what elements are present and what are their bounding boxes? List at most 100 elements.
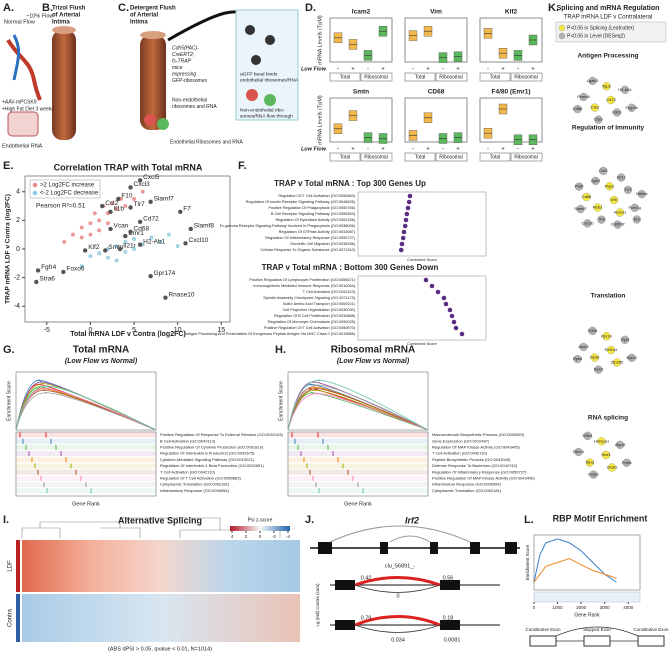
- gene-label: Cxcl10: [189, 237, 209, 244]
- dot: [447, 307, 453, 313]
- gene-point: [100, 203, 105, 209]
- panel-label: I.: [3, 514, 9, 526]
- term-label: Peptide Biosynthetic Process (GO:0043043…: [432, 457, 511, 462]
- term-label: Fc-gamma Receptor Signaling Pathway Invo…: [220, 224, 356, 228]
- dot: [402, 223, 408, 229]
- network-node: [588, 326, 597, 336]
- panel-title: Ribosomal mRNA: [331, 345, 415, 356]
- sign-label: -: [487, 67, 489, 73]
- term-label: Spindle Assembly Checkpoint Signaling (G…: [263, 296, 355, 300]
- rna-label: Endothelial RNA: [2, 143, 43, 149]
- gene-point: [61, 269, 66, 275]
- term-label: Regulation Of Monocyte Chemotaxis (GO:00…: [268, 320, 356, 324]
- low-flow-label: Low Flow: [301, 146, 327, 152]
- nonendo-label: Non-endothelial: [172, 97, 207, 103]
- colorbar: [230, 526, 290, 531]
- network-node: [597, 215, 606, 224]
- point: [92, 211, 97, 216]
- network-node: [589, 470, 598, 479]
- sign-label: +: [351, 67, 355, 73]
- gene-point: [137, 242, 143, 247]
- gene-point: [35, 268, 41, 273]
- mice-label: CreERT2;: [172, 52, 195, 58]
- network-node: [606, 345, 616, 355]
- barcode-row: [288, 488, 428, 494]
- dot: [407, 193, 413, 199]
- term-label: Macromolecule Biosynthetic Process (GO:0…: [432, 432, 525, 437]
- es-peak: [45, 391, 47, 394]
- network-node: [588, 76, 597, 86]
- term-label: B Cell Receptor Signaling Pathway (GO:00…: [271, 212, 356, 216]
- y-axis-label: Enrichment Score: [6, 381, 12, 421]
- term-label: Sulfur Amino Acid Transport (GO:0000101): [283, 302, 356, 306]
- network-node: [606, 95, 616, 105]
- network-node: [590, 353, 599, 362]
- network-node: [591, 176, 600, 186]
- y-tick-label: 4: [16, 189, 20, 196]
- gene-label: Smtn: [108, 244, 124, 251]
- panel-subtitle: TRAP mRNA LDF v Contralateral: [564, 15, 653, 21]
- network-node: [637, 189, 646, 199]
- junction-arc: [329, 525, 471, 543]
- group-label: Total: [340, 74, 351, 80]
- panel-label: B.: [42, 2, 53, 14]
- gene-point: [103, 248, 108, 253]
- term-label: Antigen Processing And Presentation Of E…: [184, 332, 355, 336]
- group-label: Ribosomal: [439, 154, 463, 160]
- network-node: [579, 92, 588, 102]
- x-axis-label: Gene Rank: [344, 501, 372, 507]
- gene-point: [128, 185, 133, 190]
- term-label: T Cell Activation (GO:0042110): [432, 451, 488, 456]
- x-axis-label: Combined Score: [407, 257, 438, 262]
- flow-label: Non-endothelial ribo-: [240, 107, 285, 113]
- junction: [555, 626, 639, 642]
- term-label: Defense Response To Bacterium (GO:004274…: [432, 463, 518, 468]
- y-tick-label: -4: [14, 303, 20, 310]
- legend-box: [555, 21, 667, 43]
- dot: [403, 217, 409, 223]
- vessel-illustration: [12, 34, 21, 81]
- gene-label: Ccl2: [105, 200, 118, 207]
- term-label: Regulation Of Interleukin-1 Beta Product…: [160, 463, 265, 468]
- y-axis-label: mRNA Levels (TpM): [317, 95, 323, 145]
- group-box: [510, 152, 543, 162]
- exon-label: Constitutive Exon: [525, 627, 561, 632]
- sign-label: +: [426, 147, 430, 153]
- term-label: Gene Expression (GO:0010467): [432, 438, 490, 443]
- node-label: Lgals3: [587, 78, 600, 83]
- junction-arc: [354, 584, 441, 633]
- dot: [400, 235, 406, 241]
- node-label: Cd74: [606, 97, 616, 102]
- mice-label: expressing: [172, 71, 196, 77]
- exon: [583, 635, 611, 647]
- point: [166, 232, 171, 237]
- es-peak: [46, 385, 48, 387]
- point: [97, 218, 102, 223]
- network-node: [597, 437, 606, 446]
- panel-label: A.: [3, 2, 14, 14]
- point: [114, 258, 119, 263]
- exon: [335, 580, 355, 590]
- gene-label: Il1b: [113, 206, 124, 213]
- group-label: Ribosomal: [364, 74, 388, 80]
- gene-point: [34, 279, 39, 285]
- term-label: Positive Regulation Of Phagocytosis (GO:…: [268, 206, 355, 210]
- node-label: Slamf7: [574, 206, 587, 211]
- point: [132, 247, 137, 251]
- point: [132, 236, 137, 241]
- gene-label: Stra6: [39, 276, 55, 283]
- exon: [505, 542, 517, 554]
- gene-point: [116, 196, 121, 202]
- point: [110, 201, 115, 206]
- network-node: [615, 440, 625, 449]
- x-tick-label: 10: [174, 327, 182, 334]
- dot: [406, 199, 412, 205]
- barcode-row: [288, 451, 428, 457]
- colorbar-label: 0: [259, 534, 262, 539]
- node-label: Prpf8: [622, 460, 632, 465]
- psi-label: 0.0081: [444, 637, 461, 643]
- term-label: Regulation Of B Cell Proliferation (GO:0…: [274, 314, 356, 318]
- gene-point: [148, 199, 153, 204]
- x-tick-label: 4000: [623, 605, 634, 610]
- panel-label: J.: [305, 514, 314, 526]
